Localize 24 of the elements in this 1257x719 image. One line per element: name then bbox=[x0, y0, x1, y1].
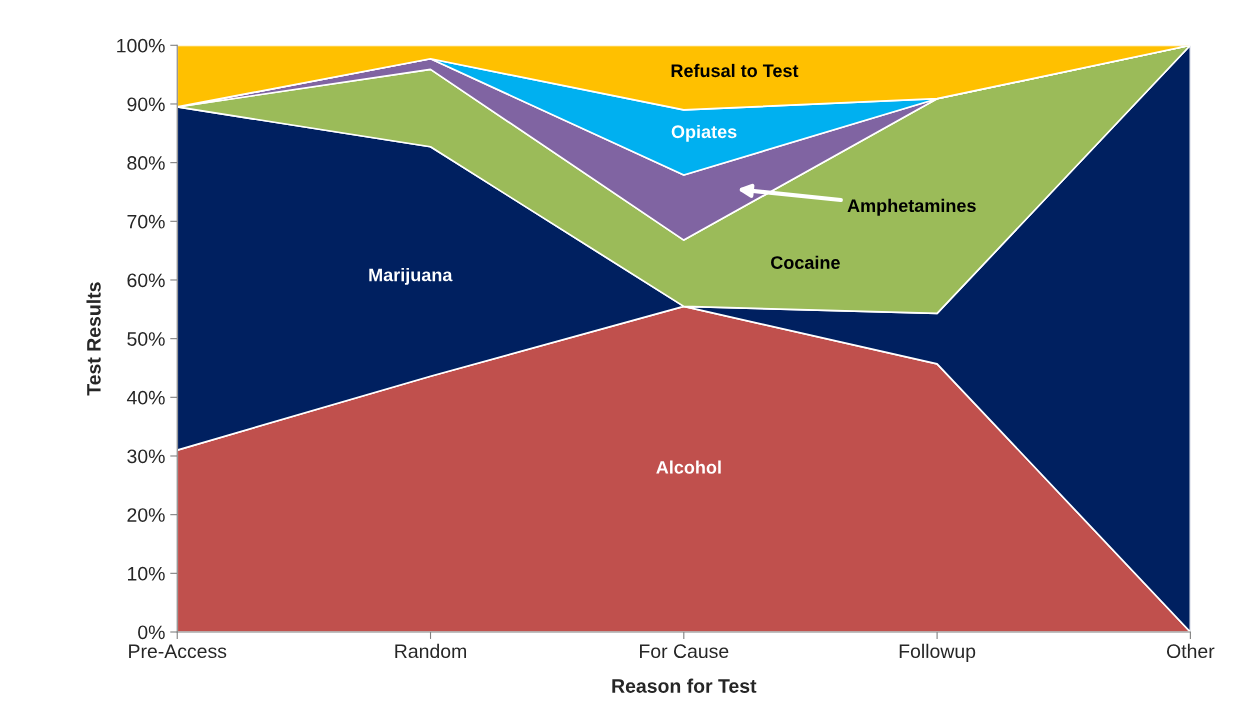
x-tick-label: Other bbox=[1166, 643, 1215, 659]
series-label: Marijuana bbox=[369, 268, 453, 285]
y-tick-label: 100% bbox=[117, 38, 165, 53]
y-tick-label: 40% bbox=[126, 390, 165, 405]
series-label: Refusal to Test bbox=[671, 63, 799, 78]
y-tick-label: 50% bbox=[127, 332, 165, 346]
y-tick-label: 90% bbox=[127, 97, 165, 112]
x-tick-label: Pre-Access bbox=[129, 644, 227, 659]
x-tick-label: For Cause bbox=[640, 644, 729, 659]
y-tick-label: 70% bbox=[127, 214, 165, 229]
y-tick-label: 60% bbox=[127, 273, 165, 288]
x-tick-label: Followup bbox=[899, 643, 976, 662]
y-tick-label: 0% bbox=[138, 625, 165, 640]
text: Amphetamines bbox=[847, 198, 976, 216]
y-tick-label: 10% bbox=[128, 566, 165, 581]
x-tick-label: Random bbox=[395, 643, 466, 659]
series-label: Cocaine bbox=[771, 255, 840, 269]
series-label: Opiates bbox=[671, 124, 737, 142]
x-axis-title: Reason for Test bbox=[612, 678, 757, 693]
series-label: Alcohol bbox=[656, 460, 721, 474]
y-axis-title: Test Results bbox=[86, 282, 101, 396]
y-tick-label: 30% bbox=[127, 449, 165, 464]
y-tick-label: 20% bbox=[127, 508, 165, 522]
y-tick-label: 80% bbox=[127, 156, 165, 170]
